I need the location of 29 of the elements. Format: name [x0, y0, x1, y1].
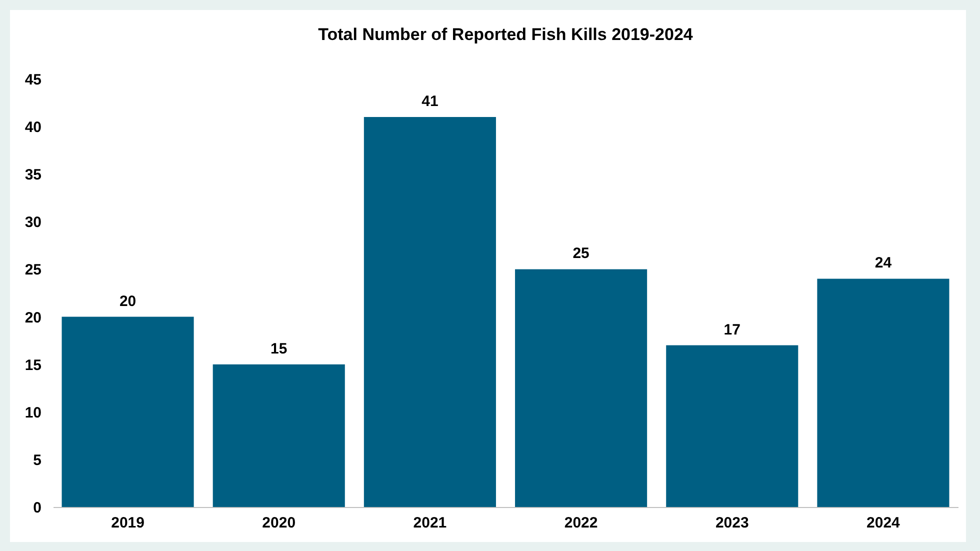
bar	[666, 345, 798, 507]
y-tick-label: 5	[33, 452, 42, 469]
chart-title: Total Number of Reported Fish Kills 2019-2024	[318, 25, 694, 44]
y-tick-label: 45	[24, 72, 42, 88]
x-tick-label: 2020	[262, 514, 296, 532]
data-label: 41	[422, 93, 438, 110]
x-tick-label: 2024	[866, 514, 901, 532]
bar	[212, 364, 345, 507]
y-tick-label: 15	[24, 356, 42, 374]
y-tick-label: 35	[24, 166, 42, 184]
bar	[364, 117, 496, 507]
y-tick-label: 20	[24, 309, 42, 326]
data-label: 15	[270, 340, 288, 358]
y-tick-label: 30	[24, 214, 42, 232]
data-label: 17	[724, 321, 740, 338]
bar	[515, 269, 648, 507]
bar	[817, 278, 950, 507]
x-tick-label: 2023	[715, 514, 749, 532]
y-tick-label: 0	[33, 500, 42, 516]
y-tick-label: 40	[24, 119, 42, 136]
y-tick-label: 25	[24, 262, 42, 279]
y-tick-label: 10	[24, 404, 42, 422]
x-tick-label: 2022	[564, 514, 598, 532]
x-tick-label: 2021	[413, 514, 447, 532]
data-label: 20	[119, 292, 136, 310]
x-tick-label: 2019	[111, 514, 144, 532]
bar	[62, 316, 194, 507]
data-label: 24	[874, 254, 892, 272]
data-label: 25	[572, 245, 590, 262]
